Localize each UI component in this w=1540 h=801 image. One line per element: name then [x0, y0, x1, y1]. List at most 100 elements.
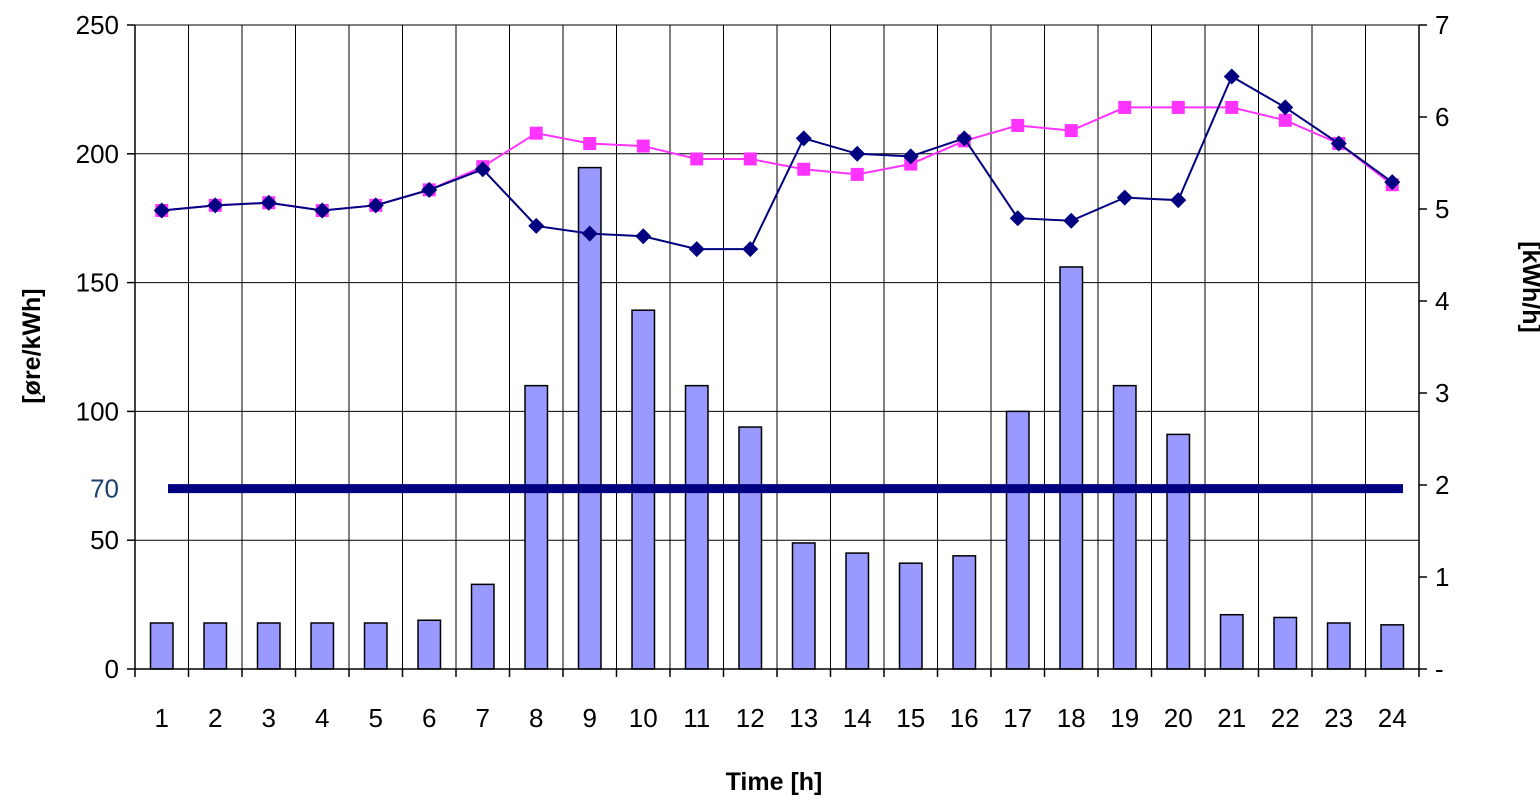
x-axis-tick-label: 12: [736, 703, 765, 733]
marker-square: [1278, 113, 1292, 127]
marker-square: [583, 136, 597, 150]
x-axis-tick-label: 20: [1164, 703, 1193, 733]
x-axis-tick-label: 15: [896, 703, 925, 733]
y-axis-left-tick-label: 200: [76, 139, 119, 169]
x-axis-tick-label: 14: [843, 703, 872, 733]
x-axis-tick-label: 6: [422, 703, 436, 733]
x-axis-tick-label: 2: [208, 703, 222, 733]
bar: [952, 555, 977, 670]
bar: [684, 384, 709, 670]
x-axis-tick-label: 24: [1378, 703, 1407, 733]
bar: [738, 426, 763, 670]
y-axis-left-tick-label: 50: [90, 525, 119, 555]
marker-diamond: [421, 181, 438, 198]
x-axis-tick-label: 18: [1057, 703, 1086, 733]
marker-square: [636, 139, 650, 153]
bar: [203, 622, 228, 670]
bar: [1380, 624, 1405, 670]
bar: [791, 542, 816, 670]
marker-square: [690, 152, 704, 166]
marker-square: [850, 167, 864, 181]
bar: [1112, 384, 1137, 670]
y-axis-left-tick-label: 150: [76, 268, 119, 298]
y-axis-right-title: [kWh/h]: [1517, 241, 1540, 333]
x-axis-tick-label: 19: [1110, 703, 1139, 733]
y-axis-left-tick-label: 100: [76, 396, 119, 426]
bar: [310, 622, 335, 670]
marker-diamond: [528, 217, 545, 234]
x-axis-tick-label: 22: [1271, 703, 1300, 733]
marker-square: [529, 126, 543, 140]
marker-diamond: [1009, 210, 1026, 227]
y-axis-right-tick-label: 3: [1435, 378, 1449, 408]
marker-diamond: [902, 148, 919, 165]
bar: [1005, 410, 1030, 670]
x-axis-tick-label: 1: [155, 703, 169, 733]
x-axis-tick-label: 8: [529, 703, 543, 733]
marker-diamond: [956, 130, 973, 147]
x-axis-tick-label: 7: [476, 703, 490, 733]
x-axis-tick-label: 23: [1324, 703, 1353, 733]
marker-diamond: [260, 194, 277, 211]
x-axis-tick-label: 10: [629, 703, 658, 733]
marker-diamond: [1170, 192, 1187, 209]
y-axis-right-tick-label: 6: [1435, 102, 1449, 132]
y-axis-left-title: [øre/kWh]: [18, 288, 46, 403]
marker-diamond: [795, 130, 812, 147]
x-axis-tick-label: 9: [583, 703, 597, 733]
y-axis-left-tick-label: 0: [105, 654, 119, 684]
y-axis-right-tick-label: 5: [1435, 194, 1449, 224]
bar: [417, 619, 442, 670]
marker-square: [1225, 100, 1239, 114]
bar: [524, 384, 549, 670]
marker-square: [797, 162, 811, 176]
marker-diamond: [688, 241, 705, 258]
marker-diamond: [849, 145, 866, 162]
x-axis-tick-label: 5: [369, 703, 383, 733]
bar: [1273, 616, 1298, 670]
y-axis-right-tick-label: 7: [1435, 10, 1449, 40]
y-axis-left-highlight-label: 70: [90, 474, 119, 504]
x-axis-tick-label: 13: [789, 703, 818, 733]
bar: [1219, 613, 1244, 670]
marker-diamond: [742, 241, 759, 258]
marker-square: [1171, 100, 1185, 114]
marker-square: [1118, 100, 1132, 114]
y-axis-right-tick-label: 1: [1435, 562, 1449, 592]
marker-square: [1064, 124, 1078, 138]
x-axis-tick-label: 4: [315, 703, 329, 733]
marker-square: [1011, 118, 1025, 132]
bar: [898, 562, 923, 670]
marker-square: [743, 152, 757, 166]
marker-diamond: [367, 197, 384, 214]
marker-diamond: [1384, 174, 1401, 191]
bar: [470, 583, 495, 670]
bar: [845, 552, 870, 670]
marker-diamond: [635, 228, 652, 245]
bar: [149, 622, 174, 670]
marker-diamond: [1277, 99, 1294, 116]
series-line: [161, 75, 1393, 251]
y-axis-right-tick-label: 2: [1435, 470, 1449, 500]
bar: [256, 622, 281, 670]
y-axis-right-tick-label: 4: [1435, 286, 1449, 316]
x-axis-tick-label: 3: [262, 703, 276, 733]
bar: [1059, 266, 1084, 670]
marker-diamond: [314, 202, 331, 219]
x-axis-tick-label: 21: [1217, 703, 1246, 733]
marker-diamond: [1063, 212, 1080, 229]
y-axis-left-tick-label: 250: [76, 10, 119, 40]
marker-diamond: [1330, 135, 1347, 152]
x-axis-tick-label: 16: [950, 703, 979, 733]
marker-diamond: [474, 161, 491, 178]
x-axis-tick-label: 17: [1003, 703, 1032, 733]
x-axis-tick-label: 11: [683, 703, 710, 733]
x-axis-title: Time [h]: [726, 768, 823, 796]
marker-diamond: [1116, 189, 1133, 206]
bar: [1166, 433, 1191, 670]
marker-diamond: [207, 197, 224, 214]
y-axis-right-tick-label: -: [1435, 654, 1444, 684]
bar: [1326, 622, 1351, 670]
